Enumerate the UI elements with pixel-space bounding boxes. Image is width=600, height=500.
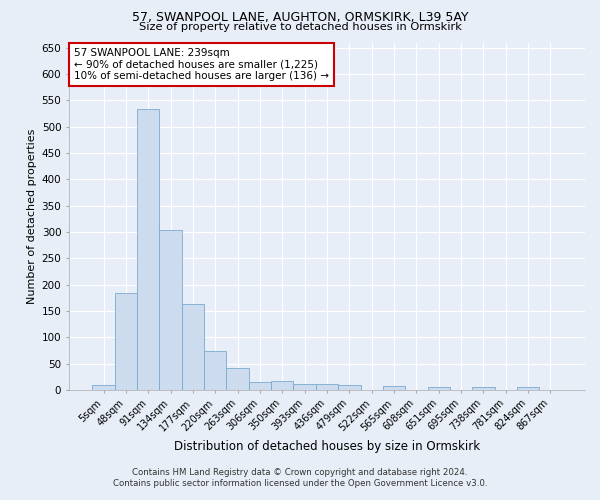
- Bar: [338, 386, 361, 390]
- Text: 57, SWANPOOL LANE, AUGHTON, ORMSKIRK, L39 5AY: 57, SWANPOOL LANE, AUGHTON, ORMSKIRK, L3…: [132, 11, 468, 24]
- Bar: [182, 304, 204, 390]
- Text: 57 SWANPOOL LANE: 239sqm
← 90% of detached houses are smaller (1,225)
10% of sem: 57 SWANPOOL LANE: 239sqm ← 90% of detach…: [74, 48, 329, 81]
- Bar: [472, 388, 494, 390]
- Bar: [383, 386, 405, 390]
- Text: Size of property relative to detached houses in Ormskirk: Size of property relative to detached ho…: [139, 22, 461, 32]
- Bar: [271, 380, 293, 390]
- Text: Contains HM Land Registry data © Crown copyright and database right 2024.
Contai: Contains HM Land Registry data © Crown c…: [113, 468, 487, 487]
- Y-axis label: Number of detached properties: Number of detached properties: [28, 128, 37, 304]
- X-axis label: Distribution of detached houses by size in Ormskirk: Distribution of detached houses by size …: [174, 440, 480, 452]
- Bar: [249, 382, 271, 390]
- Bar: [293, 384, 316, 390]
- Bar: [115, 292, 137, 390]
- Bar: [517, 388, 539, 390]
- Bar: [160, 230, 182, 390]
- Bar: [137, 110, 160, 390]
- Bar: [204, 351, 226, 390]
- Bar: [226, 368, 249, 390]
- Bar: [316, 384, 338, 390]
- Bar: [428, 388, 450, 390]
- Bar: [92, 384, 115, 390]
